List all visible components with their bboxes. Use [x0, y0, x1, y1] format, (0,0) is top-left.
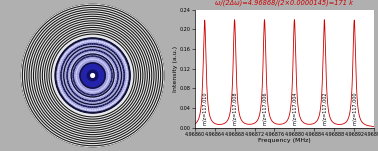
Circle shape: [80, 63, 105, 88]
Text: m/z=117.002: m/z=117.002: [322, 92, 327, 125]
Text: ω/(2Δω)=4.96868/(2×0.0000145)=171 k: ω/(2Δω)=4.96868/(2×0.0000145)=171 k: [215, 0, 353, 6]
Text: m/z=117.004: m/z=117.004: [292, 92, 297, 125]
Circle shape: [19, 2, 167, 149]
Text: m/z=117.010: m/z=117.010: [202, 92, 207, 125]
Text: m/z=117.000: m/z=117.000: [352, 92, 357, 125]
Text: m/z=117.006: m/z=117.006: [262, 92, 267, 125]
Text: m/z=117.008: m/z=117.008: [232, 92, 237, 125]
Circle shape: [55, 38, 130, 113]
Circle shape: [91, 74, 94, 77]
Y-axis label: Intensity (a.u.): Intensity (a.u.): [173, 46, 178, 92]
X-axis label: Frequency (MHz): Frequency (MHz): [258, 138, 311, 143]
Circle shape: [87, 70, 98, 81]
